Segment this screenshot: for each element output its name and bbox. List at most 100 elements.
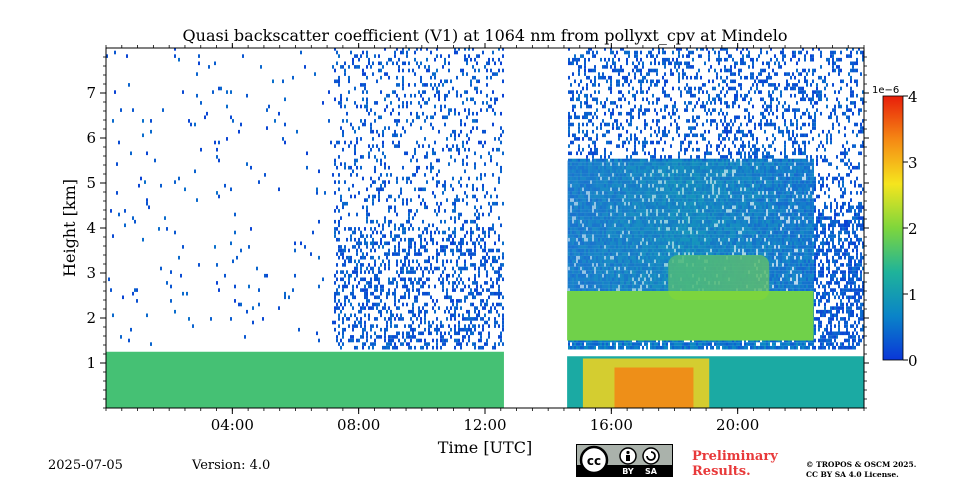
heatmap-cell [430, 75, 432, 80]
heatmap-cell [396, 331, 398, 336]
heatmap-cell [454, 201, 456, 206]
heatmap-cell [400, 223, 402, 228]
heatmap-cell [572, 345, 574, 350]
heatmap-cell [618, 144, 620, 148]
heatmap-cell [600, 75, 602, 80]
heatmap-cell [362, 90, 364, 94]
heatmap-cell [458, 216, 460, 220]
heatmap-cell [266, 108, 268, 112]
heatmap-cell [482, 306, 484, 310]
heatmap-cell [140, 176, 142, 181]
heatmap-cell [454, 111, 456, 116]
heatmap-cell [490, 104, 492, 109]
heatmap-cell [364, 288, 366, 292]
heatmap-cell [570, 61, 572, 66]
heatmap-cell [372, 194, 374, 199]
heatmap-cell [664, 108, 666, 112]
heatmap-cell [410, 245, 412, 249]
heatmap-cell [404, 227, 406, 231]
heatmap-cell [350, 50, 352, 55]
heatmap-cell [370, 284, 372, 289]
heatmap-cell [584, 65, 586, 69]
heatmap-cell [388, 93, 390, 98]
heatmap-cell [620, 65, 622, 69]
heatmap-cell [370, 281, 372, 285]
heatmap-cell [442, 245, 444, 249]
heatmap-cell [472, 75, 474, 80]
heatmap-cell [584, 68, 586, 73]
heatmap-cell [426, 83, 428, 87]
heatmap-cell [470, 219, 472, 224]
heatmap-cell [442, 324, 444, 328]
heatmap-cell [612, 342, 614, 346]
heatmap-cell [454, 345, 456, 350]
heatmap-cell [424, 266, 426, 271]
heatmap-cell [474, 165, 476, 170]
heatmap-cell [358, 259, 360, 264]
heatmap-cell [600, 57, 602, 62]
heatmap-cell [344, 273, 346, 278]
heatmap-cell [452, 86, 454, 91]
heatmap-cell [480, 263, 482, 267]
heatmap-cell [350, 237, 352, 242]
heatmap-cell [668, 93, 670, 98]
heatmap-cell [582, 345, 584, 350]
heatmap-cell [452, 273, 454, 278]
heatmap-cell [618, 345, 620, 350]
heatmap-cell [272, 79, 274, 84]
heatmap-cell [224, 273, 226, 278]
heatmap-cell [458, 133, 460, 138]
heatmap-cell [472, 126, 474, 130]
heatmap-cell [292, 75, 294, 80]
heatmap-cell [356, 137, 358, 141]
heatmap-cell [142, 119, 144, 123]
heatmap-cell [482, 327, 484, 332]
heatmap-cell [414, 173, 416, 177]
heatmap-cell [396, 270, 398, 274]
heatmap-cell [408, 216, 410, 220]
heatmap-cell [614, 61, 616, 66]
heatmap-cell [502, 129, 504, 134]
heatmap-cell [384, 165, 386, 170]
heatmap-cell [640, 86, 642, 91]
heatmap-cell [398, 68, 400, 73]
heatmap-cell [334, 48, 336, 51]
heatmap-cell [338, 291, 340, 296]
heatmap-cell [616, 144, 618, 148]
heatmap-cell [364, 86, 366, 91]
heatmap-cell [398, 119, 400, 123]
heatmap-cell [408, 245, 410, 249]
heatmap-cell [340, 198, 342, 202]
heatmap-cell [158, 227, 160, 231]
heatmap-cell [464, 219, 466, 224]
heatmap-cell [362, 345, 364, 350]
heatmap-cell [490, 284, 492, 289]
heatmap-cell [658, 79, 660, 84]
heatmap-cell [362, 122, 364, 127]
heatmap-cell [470, 317, 472, 321]
heatmap-cell [408, 277, 410, 282]
heatmap-cell [654, 342, 656, 346]
heatmap-cell [474, 162, 476, 166]
heatmap-cell [478, 338, 480, 343]
heatmap-cell [470, 248, 472, 253]
heatmap-cell [620, 90, 622, 94]
heatmap-cell [342, 263, 344, 267]
heatmap-cell [382, 129, 384, 134]
heatmap-cell [636, 68, 638, 73]
heatmap-cell [474, 327, 476, 332]
heatmap-cell [442, 263, 444, 267]
heatmap-cell [434, 75, 436, 80]
heatmap-cell [576, 97, 578, 102]
heatmap-cell [436, 241, 438, 246]
heatmap-cell [444, 338, 446, 343]
heatmap-cell [352, 324, 354, 328]
heatmap-cell [318, 338, 320, 343]
heatmap-cell [642, 147, 644, 152]
heatmap-cell [366, 295, 368, 300]
heatmap-cell [594, 79, 596, 84]
heatmap-cell [606, 79, 608, 84]
heatmap-cell [318, 255, 320, 260]
heatmap-cell [578, 68, 580, 73]
heatmap-cell [360, 119, 362, 123]
